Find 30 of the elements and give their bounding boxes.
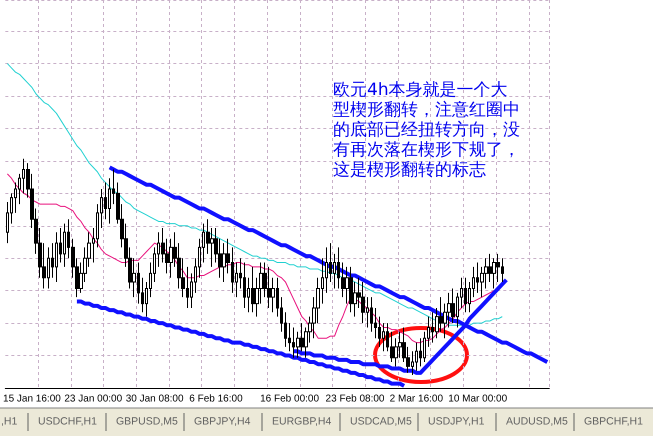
candlestick — [451, 288, 455, 324]
annotation: 欧元4h本身就是一个大型楔形翻转，注意红圈中的底部已经扭转方向，没有再次落在楔形下规了，这是楔形翻转的标志 — [333, 80, 520, 180]
candlestick — [63, 223, 66, 268]
x-tick-label: 2 Mar 16:00 — [390, 394, 444, 404]
text: GBPCHF,H1 — [584, 416, 644, 428]
x-tick-label: 16 Feb 00:00 — [260, 394, 320, 404]
text: AUDUSD,M5 — [506, 416, 568, 428]
text: USDCHF,H1 — [38, 416, 98, 428]
text: GBPJPY,H4 — [194, 416, 251, 428]
candlestick — [243, 262, 246, 308]
candlestick — [415, 342, 418, 372]
x-tick-label: 23 Feb 08:00 — [326, 394, 385, 404]
candlestick — [251, 266, 255, 313]
candlestick — [222, 242, 226, 283]
x-tick-label: 15 Jan 16:00 — [2, 394, 62, 404]
candlestick — [464, 277, 467, 313]
x-tick-label: 30 Jan 08:00 — [126, 394, 184, 404]
text: ,H1 — [1, 416, 18, 428]
text: EURGBP,H4 — [272, 416, 332, 428]
x-tick-label: 23 Jan 00:00 — [64, 394, 123, 404]
x-tick-label: 10 Mar 00:00 — [448, 394, 508, 404]
text: GBPUSD,M5 — [116, 416, 178, 428]
x-tick-label: 6 Feb 16:00 — [189, 394, 244, 404]
text: USDJPY,H1 — [428, 416, 485, 428]
candlestick — [267, 266, 271, 308]
candlestick — [492, 258, 496, 290]
candlestick — [55, 232, 58, 283]
candlestick — [361, 282, 365, 324]
text: USDCAD,M5 — [350, 416, 412, 428]
candlestick — [349, 266, 353, 313]
